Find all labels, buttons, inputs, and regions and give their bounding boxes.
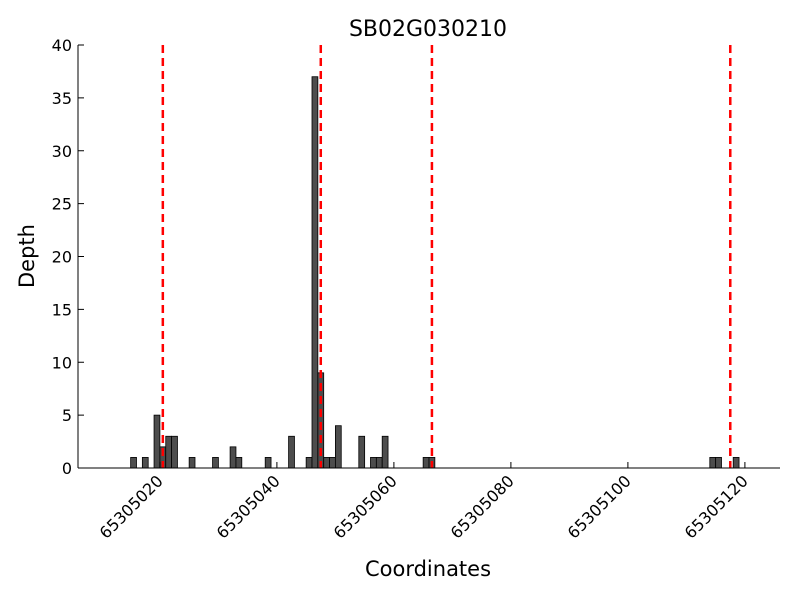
depth-bar [334, 425, 342, 469]
depth-bar [381, 435, 389, 469]
x-tick-label: 65305100 [564, 471, 635, 542]
chart-title: SB02G030210 [349, 17, 507, 42]
y-tick-label: 35 [52, 89, 72, 108]
exon-boundary-markers [161, 45, 732, 468]
y-tick-label: 25 [52, 195, 72, 214]
x-tick-label: 65305060 [330, 471, 401, 542]
depth-bar [422, 457, 430, 469]
depth-bar [311, 76, 319, 469]
x-tick-label: 65305020 [96, 471, 167, 542]
depth-bar [709, 457, 717, 469]
y-tick-label: 10 [52, 353, 72, 372]
x-tick-label: 65305080 [447, 471, 518, 542]
depth-bar [375, 457, 383, 469]
x-tick-label: 65305120 [681, 471, 752, 542]
depth-bar [732, 457, 740, 469]
depth-bar [188, 457, 196, 469]
depth-bar [288, 435, 295, 469]
depth-bar [329, 457, 336, 469]
depth-bar [323, 457, 330, 469]
depth-bar [171, 435, 178, 469]
y-tick-label: 20 [52, 248, 72, 267]
bars-layer [130, 76, 740, 469]
depth-bar [715, 457, 722, 469]
y-tick-label: 0 [62, 459, 72, 478]
depth-bar [305, 457, 313, 469]
y-axis-title: Depth [15, 224, 39, 288]
y-tick-label: 15 [52, 300, 72, 319]
x-axis-title: Coordinates [365, 557, 491, 581]
depth-bar [153, 414, 161, 469]
depth-bar [229, 446, 237, 469]
depth-bar [264, 457, 272, 469]
depth-bar [235, 457, 243, 469]
depth-bar [130, 457, 137, 469]
depth-bar [165, 435, 172, 469]
y-tick-label: 5 [62, 406, 72, 425]
depth-bar [212, 457, 219, 469]
depth-bar [141, 457, 149, 469]
x-tick-label: 65305040 [213, 471, 284, 542]
depth-bar [370, 457, 377, 469]
y-tick-label: 30 [52, 142, 72, 161]
y-tick-label: 40 [52, 36, 72, 55]
depth-bar [358, 435, 366, 469]
